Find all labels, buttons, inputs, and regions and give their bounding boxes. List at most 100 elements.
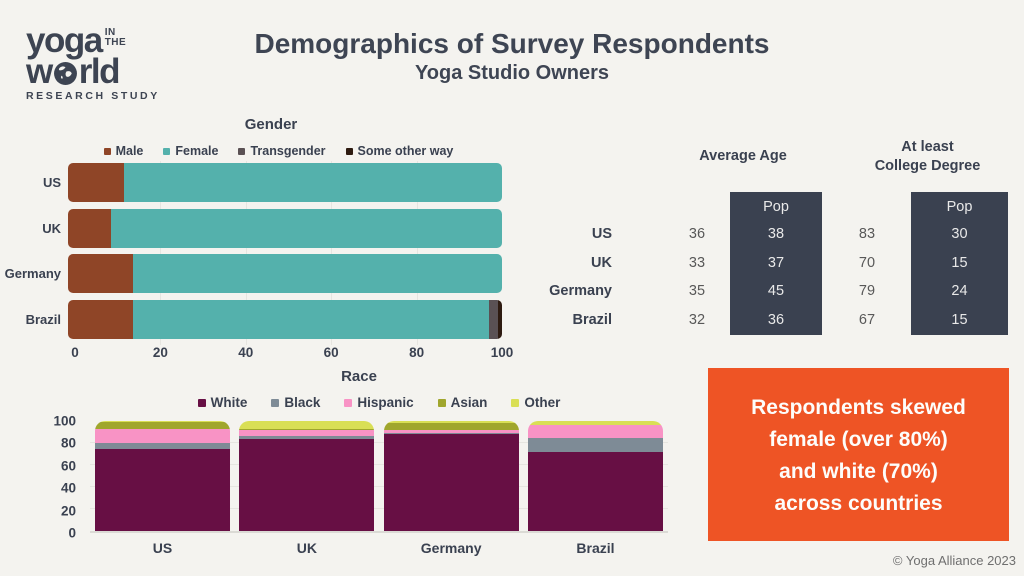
- bar-segment-germany-female: [133, 254, 502, 293]
- legend-swatch-transgender: [238, 147, 246, 155]
- gender-bar-germany: [68, 254, 502, 293]
- bar-segment-germany-hispanic: [383, 429, 519, 434]
- age-value: 36: [688, 226, 706, 242]
- legend-label: Some other way: [357, 144, 454, 158]
- gender-bar-brazil: [68, 299, 502, 339]
- race-bar-us: [95, 421, 230, 531]
- gender-bars: US UK Germany Brazil: [0, 163, 502, 345]
- gender-bar-uk: [68, 208, 502, 248]
- age-pop-value: 45: [767, 283, 785, 299]
- key-insight-callout: Respondents skewed female (over 80%) and…: [708, 368, 1009, 541]
- stats-table: Average Age At least College Degree US U…: [520, 135, 1015, 340]
- average-age-header: Average Age: [699, 148, 787, 164]
- country-label: UK: [591, 254, 612, 271]
- bar-segment-brazil-some-other-way: [497, 299, 502, 339]
- bar-segment-brazil-white: [527, 451, 663, 531]
- callout-line: female (over 80%): [769, 428, 948, 451]
- age-population-box: Pop 38 37 45 36: [730, 192, 822, 335]
- age-value: 35: [688, 283, 706, 299]
- college-degree-header: At least College Degree: [874, 139, 981, 174]
- degree-value: 79: [858, 283, 876, 299]
- gender-gridlines: [75, 161, 502, 345]
- logo-tagline: RESEARCH STUDY: [26, 90, 160, 102]
- legend-swatch-hispanic: [344, 398, 353, 407]
- gender-row-label: US: [42, 175, 61, 190]
- legend-item-transgender: Transgender: [238, 144, 326, 158]
- legend-label: Male: [115, 144, 144, 158]
- legend-label: Hispanic: [357, 395, 414, 410]
- gender-bar-row-brazil: Brazil: [0, 299, 502, 339]
- degree-pop-value: 24: [951, 283, 968, 299]
- gridline: [331, 161, 333, 345]
- race-bar-uk: [239, 421, 375, 531]
- callout-line: Respondents skewed: [751, 396, 966, 419]
- race-bar-brazil: [527, 421, 663, 531]
- age-pop-value: 37: [767, 254, 785, 271]
- country-labels-column: US UK Germany Brazil: [520, 220, 612, 334]
- race-category-label: UK: [296, 540, 317, 556]
- legend-swatch-female: [163, 147, 171, 155]
- bar-segment-brazil-other: [527, 421, 663, 426]
- legend-label: Transgender: [250, 144, 326, 158]
- bar-segment-us-black: [95, 443, 230, 449]
- bar-segment-brazil-black: [527, 437, 663, 452]
- age-pop-value: 36: [767, 311, 785, 328]
- bar-segment-uk-white: [239, 438, 375, 531]
- logo-word-w: w: [26, 52, 53, 91]
- gender-row-label: Brazil: [25, 311, 61, 327]
- axis-tick-label: 100: [53, 413, 76, 429]
- bar-segment-brazil-female: [133, 299, 489, 339]
- degree-pop-value: 30: [951, 226, 968, 242]
- degree-pop-value: 15: [951, 254, 968, 271]
- age-pop-value: 38: [767, 226, 785, 242]
- degree-value: 83: [858, 226, 876, 242]
- gridline: [416, 161, 418, 345]
- college-degree-column: 83 70 79 67: [830, 220, 904, 334]
- yoga-in-the-world-logo: yoga IN THE w rld RESEARCH STUDY: [26, 21, 176, 102]
- bar-segment-uk-black: [239, 436, 375, 439]
- legend-item-some-other-way: Some other way: [345, 144, 454, 158]
- copyright-note: © Yoga Alliance 2023: [892, 553, 1016, 568]
- legend-item-other: Other: [511, 395, 560, 410]
- bar-segment-us-white: [95, 448, 230, 531]
- page-title: Demographics of Survey Respondents: [254, 28, 770, 59]
- axis-tick-label: 80: [409, 345, 425, 360]
- degree-pop-value: 15: [951, 311, 968, 328]
- pop-header: Pop: [946, 199, 973, 215]
- bar-segment-us-male: [68, 163, 125, 202]
- gridline: [90, 508, 668, 509]
- country-label: Brazil: [572, 311, 613, 328]
- country-label: Germany: [549, 283, 612, 299]
- gridline: [90, 442, 668, 443]
- degree-value: 70: [858, 254, 876, 271]
- legend-label: White: [210, 395, 248, 410]
- age-value: 32: [688, 311, 706, 328]
- pop-header: Pop: [763, 199, 789, 215]
- axis-tick-label: 20: [60, 503, 76, 519]
- gender-row-label: Germany: [4, 266, 61, 281]
- race-plot-area: [90, 421, 668, 533]
- logo-word-rld: rld: [78, 52, 121, 91]
- bar-segment-uk-female: [111, 208, 502, 248]
- axis-tick-label: 60: [60, 458, 76, 474]
- legend-swatch-black: [271, 398, 280, 407]
- bar-segment-germany-male: [68, 254, 134, 293]
- logo-word-yoga: yoga: [26, 21, 103, 60]
- race-x-axis: US UK Germany Brazil: [90, 540, 668, 556]
- legend-item-asian: Asian: [437, 395, 487, 410]
- gender-chart-title: Gender: [244, 116, 298, 133]
- degree-population-box: Pop 30 15 24 15: [911, 192, 1008, 335]
- bar-segment-uk-other: [239, 421, 375, 429]
- gender-row-label: UK: [42, 220, 61, 236]
- legend-item-male: Male: [103, 144, 144, 158]
- bar-segment-uk-male: [68, 208, 112, 248]
- bar-segment-germany-other: [383, 421, 519, 424]
- axis-tick-label: 20: [152, 345, 168, 360]
- age-value: 33: [688, 254, 706, 271]
- legend-swatch-white: [197, 398, 206, 407]
- bar-segment-germany-black: [383, 433, 519, 435]
- axis-tick-label: 100: [490, 345, 514, 360]
- race-bar-germany: [383, 421, 519, 531]
- callout-line: across countries: [774, 492, 943, 515]
